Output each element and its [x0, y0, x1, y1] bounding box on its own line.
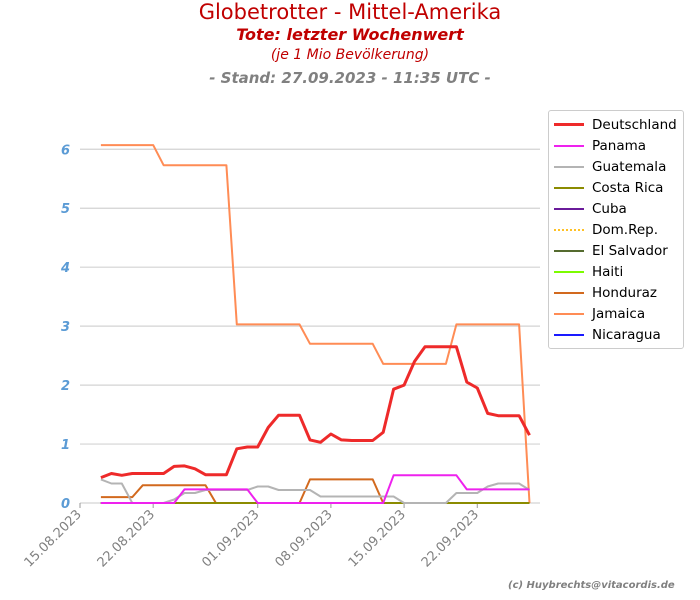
chart-note: (je 1 Mio Bevölkerung) — [270, 47, 430, 63]
legend-item: Costa Rica — [549, 177, 683, 198]
y-tick-label: 2 — [61, 379, 70, 394]
legend-label: Dom.Rep. — [592, 221, 659, 238]
legend-item: Haiti — [549, 261, 683, 282]
legend-swatch — [554, 312, 584, 315]
x-tick-label: 22.08.2023 — [95, 507, 158, 570]
legend-label: Panama — [592, 137, 647, 154]
legend: Deutschland Panama Guatemala Costa Rica Cuba… — [548, 110, 684, 349]
legend-label: Guatemala — [592, 158, 667, 175]
legend-swatch — [554, 123, 584, 126]
legend-label: Jamaica — [592, 305, 646, 322]
legend-label: Haiti — [592, 263, 624, 280]
x-tick-label: 22.09.2023 — [419, 507, 482, 570]
legend-label: El Salvador — [592, 242, 668, 259]
legend-item: Guatemala — [549, 156, 683, 177]
y-tick-label: 1 — [61, 438, 70, 453]
legend-swatch — [554, 291, 584, 294]
series-line-deutschland — [100, 345, 531, 479]
legend-item: Nicaragua — [549, 324, 683, 345]
legend-label: Deutschland — [592, 116, 677, 133]
legend-swatch — [554, 228, 584, 231]
chart-subtitle: Tote: letzter Wochenwert — [236, 25, 464, 44]
legend-label: Honduraz — [592, 284, 658, 301]
legend-swatch — [554, 333, 584, 336]
y-tick-label: 4 — [60, 261, 70, 276]
legend-item: Panama — [549, 135, 683, 156]
legend-item: El Salvador — [549, 240, 683, 261]
legend-swatch — [554, 270, 584, 273]
legend-item: Dom.Rep. — [549, 219, 683, 240]
legend-swatch — [554, 144, 584, 147]
credit-note: (c) Huybrechts@vitacordis.de — [508, 580, 675, 591]
grid — [80, 148, 540, 504]
legend-item: Deutschland — [549, 114, 683, 135]
legend-label: Cuba — [592, 200, 627, 217]
legend-label: Costa Rica — [592, 179, 664, 196]
chart-stand: - Stand: 27.09.2023 - 11:35 UTC - — [209, 69, 491, 87]
x-axis: 15.08.2023 22.08.2023 01.09.2023 08.09.2023… — [22, 503, 482, 570]
y-tick-label: 0 — [61, 497, 70, 512]
x-tick-label: 08.09.2023 — [272, 507, 335, 570]
y-axis: 0 1 2 3 4 5 6 — [60, 143, 70, 512]
legend-item: Jamaica — [549, 303, 683, 324]
x-tick-label: 15.09.2023 — [346, 507, 409, 570]
series-line-jamaica — [100, 144, 531, 504]
legend-swatch — [554, 186, 584, 189]
chart-title: Globetrotter - Mittel-Amerika — [198, 0, 502, 24]
series-line-guatemala — [100, 478, 531, 504]
x-tick-label: 01.09.2023 — [199, 507, 262, 570]
legend-swatch — [554, 165, 584, 168]
y-tick-label: 3 — [61, 320, 70, 335]
legend-swatch — [554, 249, 584, 252]
legend-swatch — [554, 207, 584, 210]
x-tick-label: 15.08.2023 — [22, 507, 85, 570]
plot-area — [100, 144, 531, 504]
legend-item: Honduraz — [549, 282, 683, 303]
y-tick-label: 5 — [61, 202, 70, 217]
series-line-panama — [100, 474, 530, 504]
series-line-honduraz — [100, 478, 530, 504]
y-tick-label: 6 — [61, 143, 70, 158]
legend-item: Cuba — [549, 198, 683, 219]
legend-label: Nicaragua — [592, 326, 661, 343]
